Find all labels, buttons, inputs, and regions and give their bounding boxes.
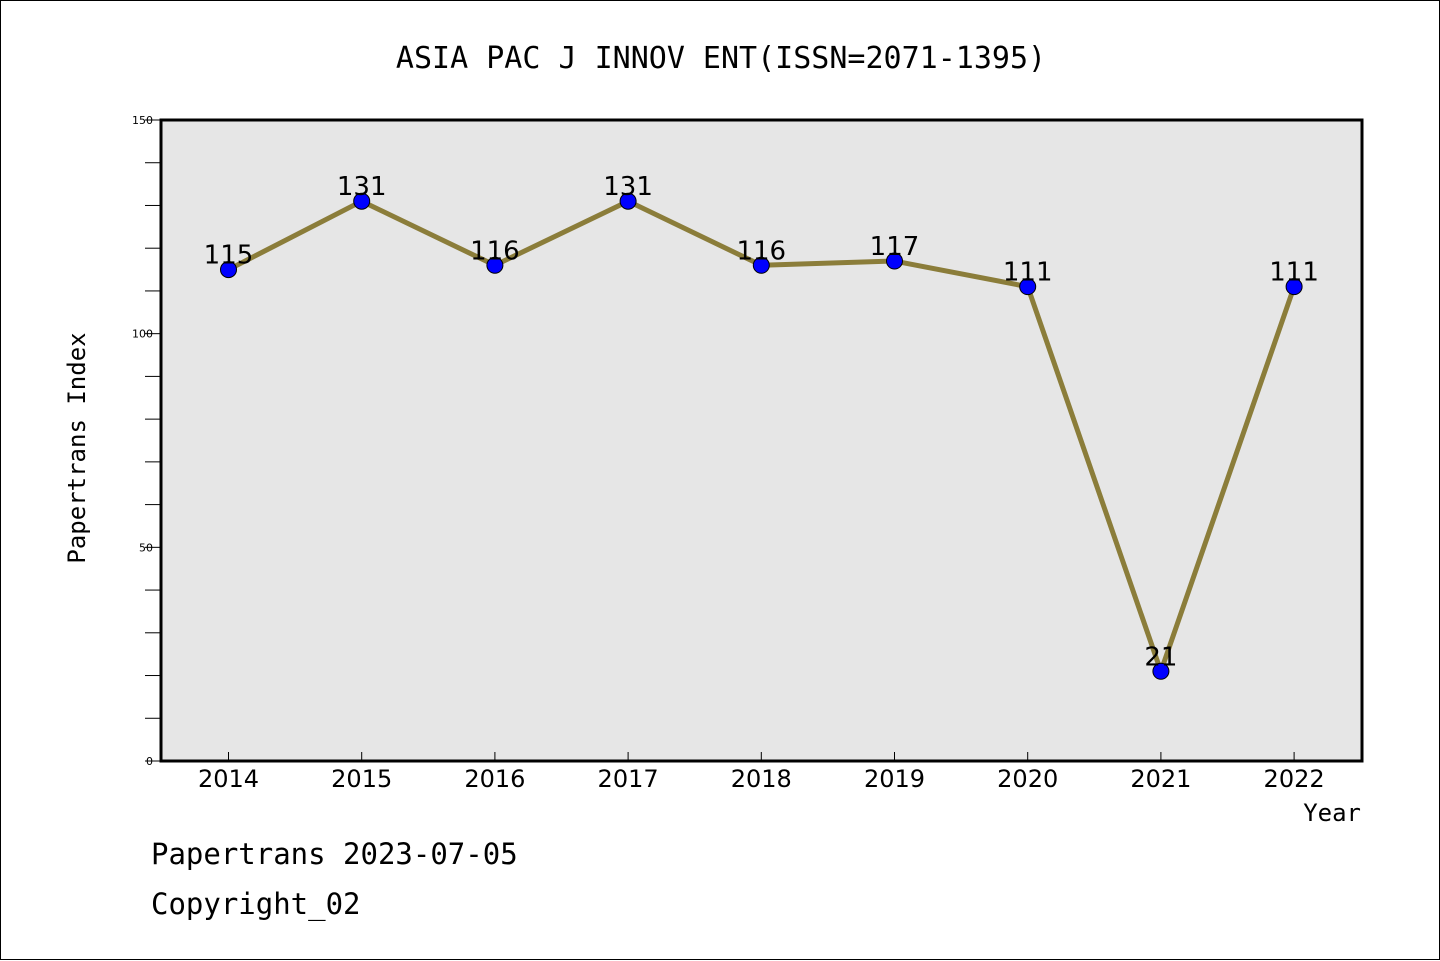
y-tick-label: 50	[139, 541, 153, 554]
footer-copyright: Copyright_02	[151, 887, 361, 921]
data-label: 111	[1269, 258, 1319, 288]
x-tick-label: 2018	[731, 765, 792, 793]
x-tick-label: 2016	[464, 765, 525, 793]
y-axis-label: Papertrans Index	[63, 332, 91, 563]
x-tick-label: 2017	[598, 765, 659, 793]
data-label: 131	[603, 172, 653, 202]
x-tick-label: 2020	[997, 765, 1058, 793]
plot-area	[159, 118, 1364, 763]
x-tick-label: 2022	[1264, 765, 1325, 793]
x-tick-label: 2014	[198, 765, 259, 793]
series-papertrans-index	[220, 192, 1303, 680]
data-point	[1152, 662, 1170, 680]
x-axis: 2014 2015 2016 2017 2018 2019 2020 2021 2022	[198, 752, 1325, 793]
data-labels: 115 131 116 131 116 117 111 21 111	[204, 172, 1319, 672]
data-point	[886, 252, 903, 270]
footer-date: Papertrans 2023-07-05	[151, 837, 518, 871]
x-tick-label: 2019	[864, 765, 925, 793]
data-point	[1019, 278, 1037, 296]
x-tick-label: 2021	[1130, 765, 1191, 793]
y-tick-label: 150	[132, 114, 153, 127]
data-label: 117	[870, 232, 920, 262]
y-axis: 0 50 100 150	[132, 114, 161, 768]
data-label: 131	[337, 172, 387, 202]
data-label: 116	[736, 236, 786, 266]
data-point	[752, 256, 770, 274]
data-point	[486, 256, 504, 274]
data-label: 21	[1144, 642, 1177, 672]
data-label: 115	[204, 241, 254, 271]
data-point	[353, 192, 371, 210]
y-tick-label: 100	[132, 328, 153, 341]
data-point	[1285, 278, 1303, 296]
data-point	[220, 261, 237, 279]
x-tick-label: 2015	[331, 765, 392, 793]
chart-title: ASIA PAC J INNOV ENT(ISSN=2071-1395)	[396, 41, 1046, 76]
y-tick-label: 0	[146, 755, 153, 768]
x-axis-label: Year	[1303, 799, 1361, 827]
data-label: 116	[470, 236, 520, 266]
data-label: 111	[1003, 258, 1053, 288]
data-point	[619, 192, 637, 210]
